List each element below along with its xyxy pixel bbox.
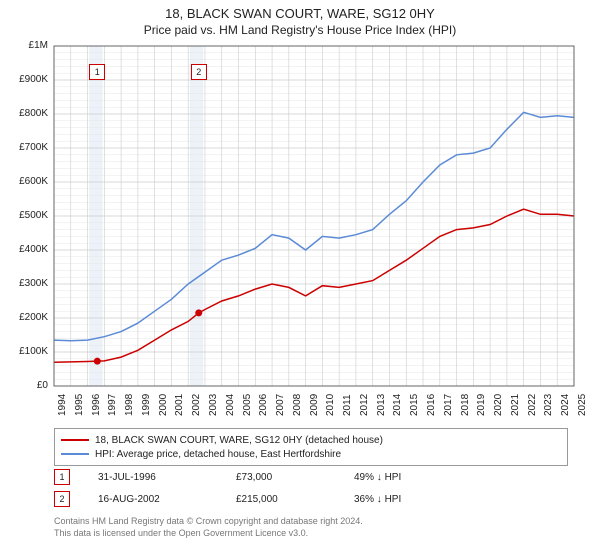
y-axis-label: £1M: [4, 40, 48, 51]
x-axis-label: 2005: [242, 394, 253, 416]
x-axis-label: 2008: [292, 394, 303, 416]
x-axis-label: 1995: [74, 394, 85, 416]
transactions-table: 1 31-JUL-1996 £73,000 49% ↓ HPI 2 16-AUG-2002…: [54, 466, 568, 510]
x-axis-label: 2009: [309, 394, 320, 416]
x-axis-label: 2011: [342, 394, 353, 416]
transaction-marker-small: 2: [54, 491, 70, 507]
legend-swatch: [61, 439, 89, 441]
x-axis-label: 1994: [57, 394, 68, 416]
x-axis-label: 2000: [158, 394, 169, 416]
x-axis-label: 2004: [225, 394, 236, 416]
legend-item: 18, BLACK SWAN COURT, WARE, SG12 0HY (de…: [61, 433, 561, 447]
y-axis-label: £700K: [4, 142, 48, 153]
transaction-marker-small: 1: [54, 469, 70, 485]
x-axis-label: 2017: [443, 394, 454, 416]
y-axis-label: £0: [4, 380, 48, 391]
transaction-diff: 49% ↓ HPI: [354, 472, 474, 483]
y-axis-label: £400K: [4, 244, 48, 255]
x-axis-label: 2003: [208, 394, 219, 416]
footer-attribution: Contains HM Land Registry data © Crown c…: [54, 516, 568, 539]
transaction-marker: 2: [191, 64, 207, 80]
x-axis-label: 2018: [460, 394, 471, 416]
footer-line-2: This data is licensed under the Open Gov…: [54, 528, 568, 540]
chart-svg: [54, 46, 574, 386]
x-axis-label: 2016: [426, 394, 437, 416]
y-axis-label: £300K: [4, 278, 48, 289]
transaction-date: 31-JUL-1996: [98, 472, 208, 483]
x-axis-label: 2022: [527, 394, 538, 416]
x-axis-label: 2013: [376, 394, 387, 416]
transaction-row: 2 16-AUG-2002 £215,000 36% ↓ HPI: [54, 488, 568, 510]
x-axis-label: 2010: [325, 394, 336, 416]
x-axis-label: 1997: [107, 394, 118, 416]
legend: 18, BLACK SWAN COURT, WARE, SG12 0HY (de…: [54, 428, 568, 466]
chart-container: 18, BLACK SWAN COURT, WARE, SG12 0HY Pri…: [0, 0, 600, 560]
x-axis-label: 2025: [577, 394, 588, 416]
x-axis-label: 2002: [191, 394, 202, 416]
x-axis-label: 1996: [91, 394, 102, 416]
transaction-price: £73,000: [236, 472, 326, 483]
footer-line-1: Contains HM Land Registry data © Crown c…: [54, 516, 568, 528]
y-axis-label: £100K: [4, 346, 48, 357]
transaction-date: 16-AUG-2002: [98, 494, 208, 505]
transaction-marker: 1: [89, 64, 105, 80]
x-axis-label: 2019: [476, 394, 487, 416]
chart-plot-area: [54, 46, 574, 386]
x-axis-label: 2020: [493, 394, 504, 416]
x-axis-label: 2006: [258, 394, 269, 416]
y-axis-label: £200K: [4, 312, 48, 323]
x-axis-label: 1999: [141, 394, 152, 416]
legend-label: HPI: Average price, detached house, East…: [95, 449, 341, 460]
y-axis-label: £600K: [4, 176, 48, 187]
y-axis-label: £500K: [4, 210, 48, 221]
x-axis-label: 1998: [124, 394, 135, 416]
x-axis-label: 2007: [275, 394, 286, 416]
chart-title: 18, BLACK SWAN COURT, WARE, SG12 0HY: [0, 0, 600, 21]
x-axis-label: 2024: [560, 394, 571, 416]
transaction-row: 1 31-JUL-1996 £73,000 49% ↓ HPI: [54, 466, 568, 488]
transaction-price: £215,000: [236, 494, 326, 505]
legend-swatch: [61, 453, 89, 455]
y-axis-label: £900K: [4, 74, 48, 85]
chart-subtitle: Price paid vs. HM Land Registry's House …: [0, 21, 600, 41]
x-axis-label: 2023: [543, 394, 554, 416]
x-axis-label: 2015: [409, 394, 420, 416]
legend-item: HPI: Average price, detached house, East…: [61, 447, 561, 461]
y-axis-label: £800K: [4, 108, 48, 119]
x-axis-label: 2021: [510, 394, 521, 416]
transaction-diff: 36% ↓ HPI: [354, 494, 474, 505]
x-axis-label: 2014: [392, 394, 403, 416]
x-axis-label: 2012: [359, 394, 370, 416]
x-axis-label: 2001: [174, 394, 185, 416]
legend-label: 18, BLACK SWAN COURT, WARE, SG12 0HY (de…: [95, 435, 383, 446]
